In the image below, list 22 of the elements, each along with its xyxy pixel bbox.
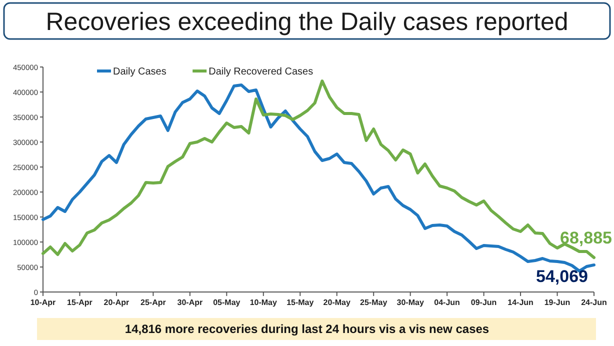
x-tick-label: 10-May xyxy=(250,298,278,307)
x-tick-label: 10-Apr xyxy=(30,298,56,307)
legend-label: Daily Cases xyxy=(113,66,166,78)
x-tick-label: 15-Apr xyxy=(67,298,92,307)
x-tick-label: 20-Apr xyxy=(104,298,130,307)
chart-title: Recoveries exceeding the Daily cases reported xyxy=(46,8,568,36)
data-label: 54,069 xyxy=(536,266,588,286)
x-tick-label: 24-Jun xyxy=(581,298,607,307)
x-tick-label: 09-Jun xyxy=(470,298,497,307)
data-label: 68,885 xyxy=(560,228,612,248)
x-tick-label: 05-May xyxy=(213,298,241,307)
x-tick-label: 20-May xyxy=(323,298,351,307)
x-tick-label: 25-Apr xyxy=(140,298,166,307)
x-tick-label: 30-Apr xyxy=(177,298,203,307)
x-tick-label: 04-Jun xyxy=(434,298,460,307)
legend-label: Daily Recovered Cases xyxy=(208,66,314,78)
x-tick-label: 15-May xyxy=(286,298,314,307)
x-tick-label: 14-Jun xyxy=(508,298,534,307)
x-tick-label: 25-May xyxy=(360,298,388,307)
x-tick-label: 30-May xyxy=(396,298,424,307)
text: 14,816 more recoveries during last 24 hours vis a vis new cases xyxy=(124,322,490,336)
x-tick-label: 19-Jun xyxy=(544,298,570,307)
